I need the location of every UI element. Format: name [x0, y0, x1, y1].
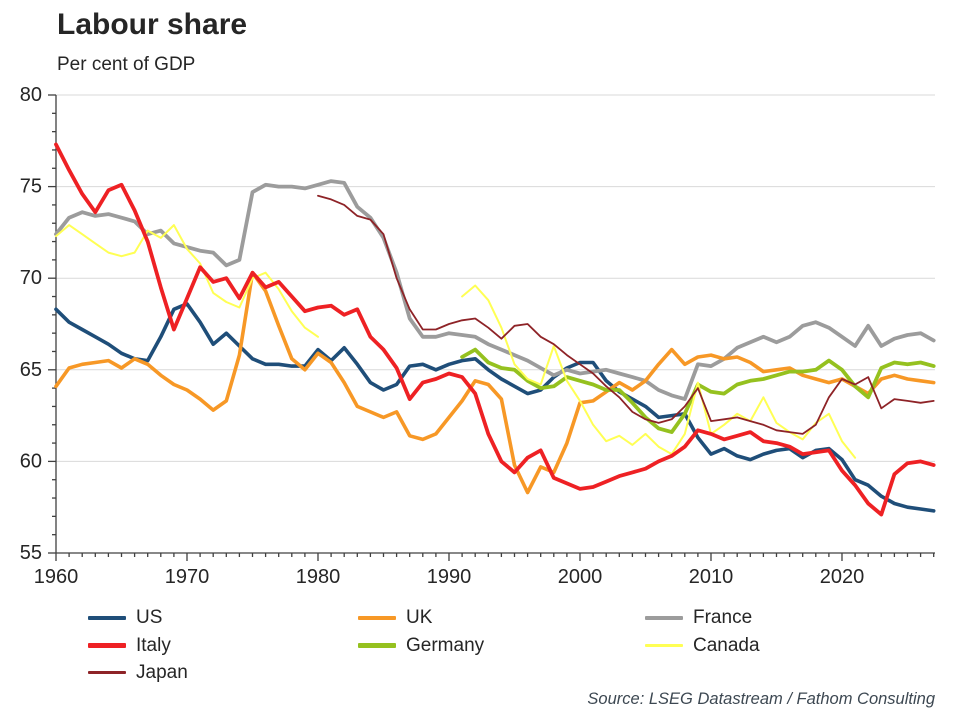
series-line-japan [317, 194, 935, 435]
y-tick-label-60: 60 [20, 450, 42, 472]
x-tick-label-1970: 1970 [165, 566, 210, 588]
source-note: Source: LSEG Datastream / Fathom Consult… [587, 690, 935, 708]
series-line-italy [54, 142, 936, 517]
x-tick-label-1960: 1960 [34, 566, 79, 588]
x-tick-label-1980: 1980 [296, 566, 341, 588]
chart-subtitle: Per cent of GDP [57, 54, 196, 75]
series-line-us [54, 302, 936, 513]
series-line-france [54, 179, 936, 401]
y-tick-label-55: 55 [20, 542, 42, 564]
chart-title: Labour share [57, 8, 248, 41]
x-tick-label-1990: 1990 [427, 566, 472, 588]
y-tick-label-75: 75 [20, 176, 42, 198]
x-tick-label-2020: 2020 [820, 566, 865, 588]
x-tick-label-2000: 2000 [558, 566, 603, 588]
y-tick-label-80: 80 [20, 84, 42, 106]
y-tick-label-65: 65 [20, 359, 42, 381]
y-tick-label-70: 70 [20, 267, 42, 289]
series-line-uk [54, 270, 936, 495]
series-line-canada [55, 224, 857, 459]
x-tick-label-2010: 2010 [689, 566, 734, 588]
